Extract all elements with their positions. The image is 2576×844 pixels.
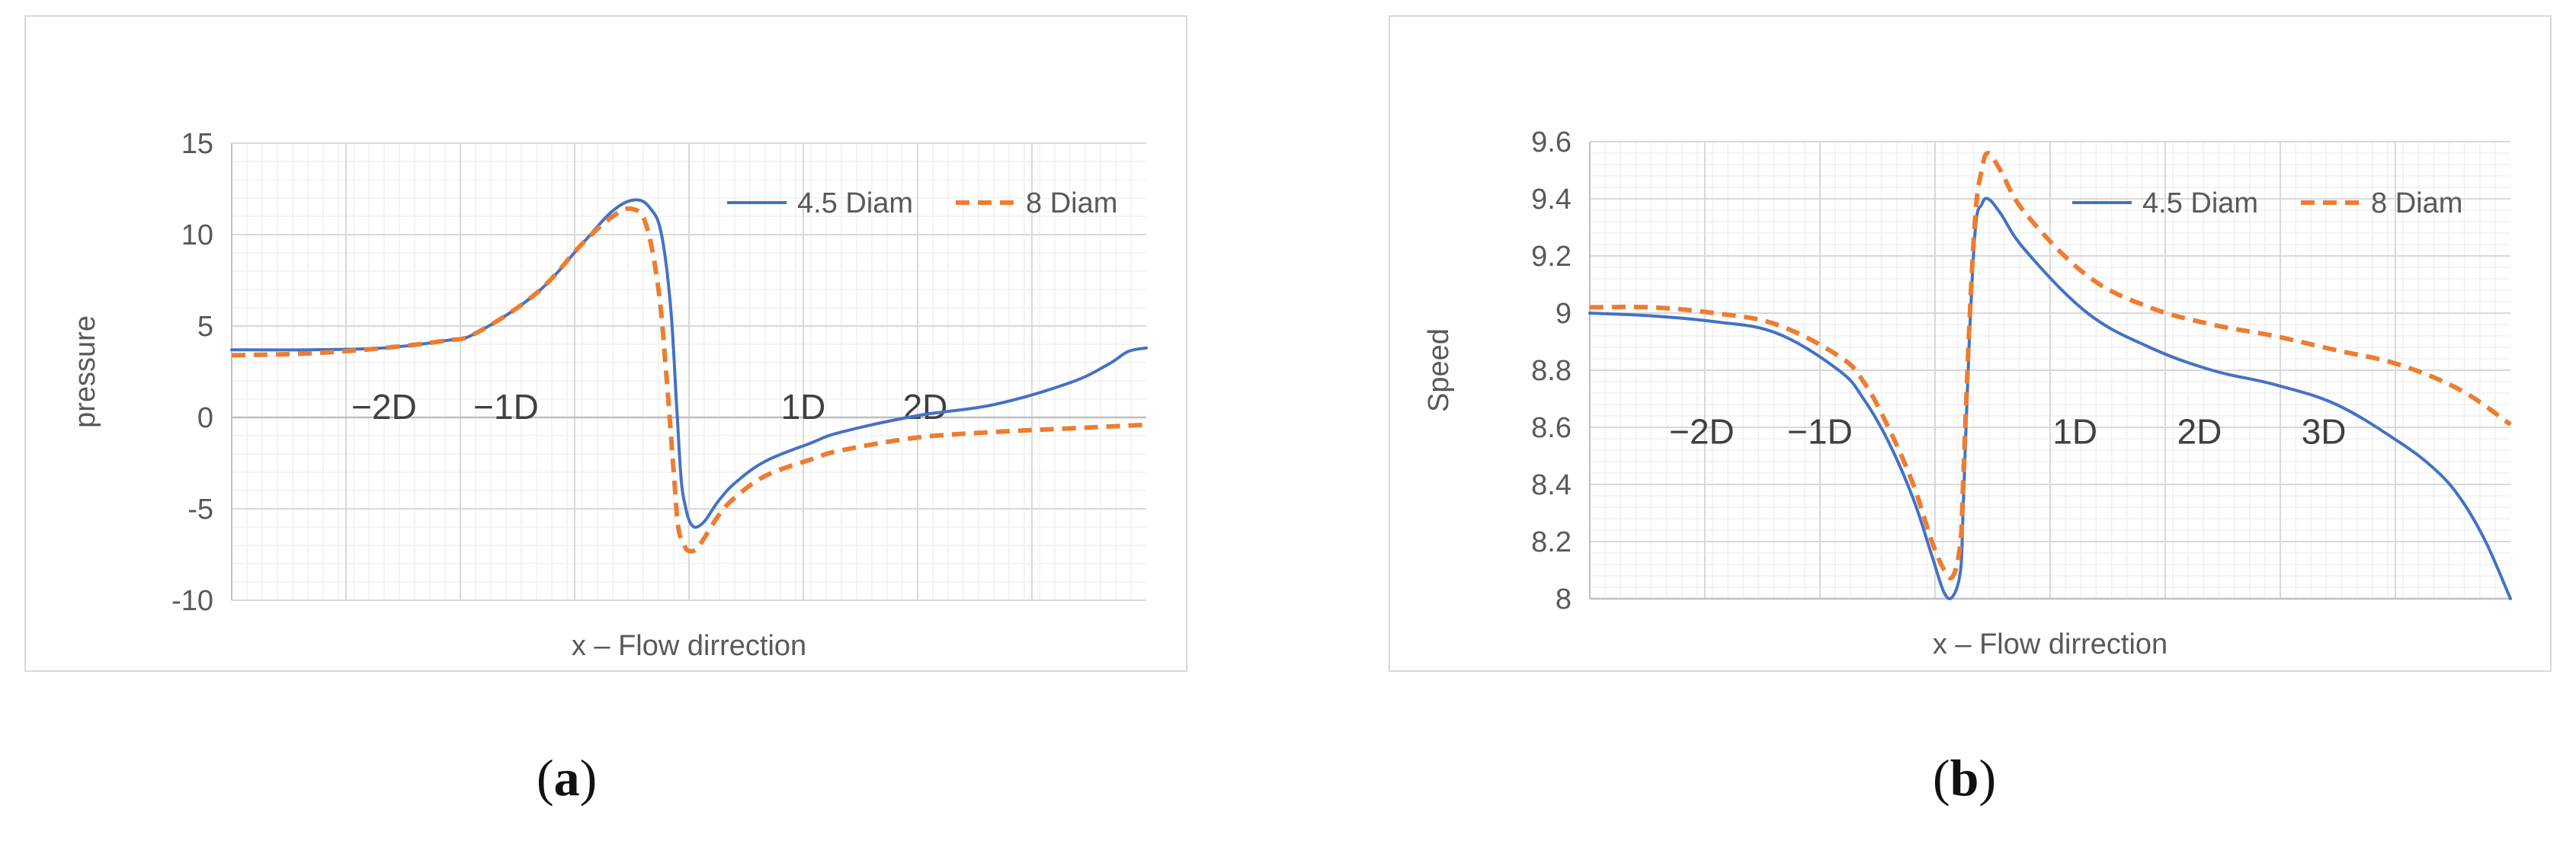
- y-tick-label: 15: [181, 128, 213, 160]
- legend-label: 8 Diam: [2371, 187, 2462, 219]
- distance-annotation: −2D: [1669, 412, 1735, 452]
- y-tick-label: 9.2: [1531, 241, 1572, 273]
- chart-panel-a: -10 -5 0 5 10 15 −2D −1D 1D 2D x – Flow dirrection…: [24, 15, 1187, 672]
- y-tick-label: 8: [1556, 583, 1572, 615]
- caption-b-letter: b: [1950, 749, 1979, 807]
- y-tick-label: 5: [197, 311, 213, 343]
- y-tick-label: 10: [181, 219, 213, 251]
- series-line-8-diam: [1589, 151, 2512, 580]
- distance-annotation: 3D: [2302, 412, 2347, 452]
- y-axis-title: pressure: [69, 315, 101, 428]
- distance-annotation: −1D: [473, 387, 539, 427]
- speed-chart: 8 8.2 8.4 8.6 8.8 9 9.2 9.4 9.6 −2D −1D 1D 2D 3D x – F…: [1423, 126, 2512, 660]
- series-line-8-diam: [231, 206, 1147, 554]
- x-axis-title: x – Flow dirrection: [572, 630, 806, 662]
- legend-label: 4.5 Diam: [797, 187, 913, 219]
- y-tick-label: 0: [197, 402, 213, 434]
- y-tick-label: 9: [1556, 298, 1572, 330]
- major-grid: [1590, 141, 2510, 599]
- x-axis-title: x – Flow dirrection: [1933, 628, 2167, 660]
- chart-panel-b: 8 8.2 8.4 8.6 8.8 9 9.2 9.4 9.6 −2D −1D 1D 2D 3D x – F…: [1389, 15, 2552, 672]
- y-tick-label: 8.8: [1531, 355, 1572, 387]
- y-axis-title: Speed: [1423, 328, 1455, 412]
- distance-annotation: −2D: [351, 387, 417, 427]
- distance-annotation: 2D: [2177, 412, 2222, 452]
- y-tick-label: 8.6: [1531, 412, 1572, 444]
- distance-annotation: −1D: [1787, 412, 1853, 452]
- y-tick-label: 9.4: [1531, 184, 1572, 216]
- caption-a: (a): [537, 749, 598, 807]
- y-tick-label: 9.6: [1531, 126, 1572, 158]
- y-tick-label: 8.4: [1531, 469, 1572, 501]
- series-line-4-5-diam: [1588, 197, 2512, 600]
- pressure-chart: -10 -5 0 5 10 15 −2D −1D 1D 2D x – Flow dirrection…: [69, 128, 1148, 662]
- caption-a-letter: a: [553, 749, 580, 807]
- legend-label: 8 Diam: [1026, 187, 1117, 219]
- distance-annotation: 1D: [781, 387, 826, 427]
- distance-annotation: 2D: [903, 387, 948, 427]
- y-tick-label: -5: [187, 494, 213, 526]
- y-tick-label: 8.2: [1531, 526, 1572, 558]
- legend-label: 4.5 Diam: [2142, 187, 2258, 219]
- caption-b: (b): [1933, 749, 1997, 807]
- distance-annotation: 1D: [2052, 412, 2097, 452]
- y-tick-label: -10: [171, 585, 213, 617]
